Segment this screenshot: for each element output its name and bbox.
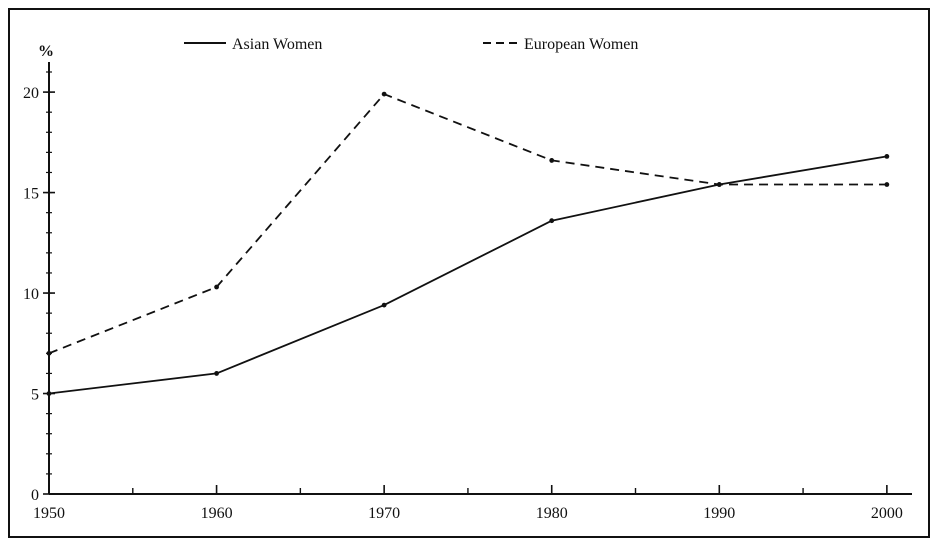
data-point-european-women: [381, 91, 387, 97]
x-tick-label: 2000: [871, 505, 903, 522]
data-point-european-women: [884, 182, 890, 187]
x-tick-label: 1970: [368, 505, 400, 522]
y-ticks: 0 5 10 15 20: [23, 71, 55, 504]
y-tick-label: 10: [23, 286, 39, 303]
series-line-asian-women: [48, 155, 888, 395]
y-tick-label: 0: [31, 487, 39, 504]
axes: [48, 62, 912, 495]
data-point-european-women: [549, 158, 555, 163]
x-tick-label: 1980: [536, 505, 568, 522]
x-tick-label: 1990: [703, 505, 735, 522]
y-tick-label: 5: [31, 387, 39, 404]
series-layer: [46, 91, 890, 396]
data-point-european-women: [214, 284, 219, 290]
y-tick-label: 20: [23, 85, 39, 102]
data-point-asian-women: [549, 218, 555, 224]
data-point-asian-women: [214, 371, 219, 376]
data-point-european-women: [46, 350, 52, 356]
data-point-asian-women: [381, 302, 387, 308]
x-ticks: 1950 1960 1970 1980 1990 2000: [33, 485, 903, 522]
x-tick-label: 1950: [33, 505, 65, 522]
legend: Asian Women European Women: [184, 36, 638, 53]
x-tick-label: 1960: [201, 505, 233, 522]
chart-frame: [8, 8, 930, 538]
legend-label-asian-women: Asian Women: [232, 36, 322, 53]
data-point-asian-women: [884, 154, 890, 159]
y-unit-label: %: [38, 43, 54, 60]
data-point-european-women: [716, 182, 722, 187]
data-point-asian-women: [46, 391, 52, 396]
legend-label-european-women: European Women: [524, 36, 638, 53]
y-tick-label: 15: [23, 186, 39, 203]
series-line-european-women: [48, 93, 887, 355]
